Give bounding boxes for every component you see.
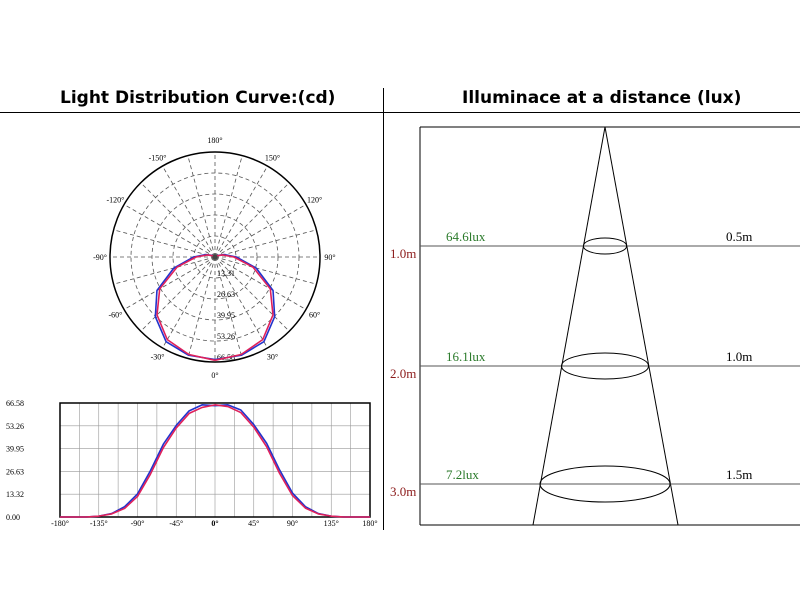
polar-grid-spoke: [123, 256, 216, 310]
linear-x-tick-label: -180°: [51, 519, 69, 528]
polar-angle-label: 60°: [309, 311, 320, 320]
illuminance-lux-label: 7.2lux: [446, 467, 479, 482]
illuminance-diameter-label: 0.5m: [726, 229, 752, 244]
polar-grid-spoke: [214, 182, 290, 258]
polar-series: [154, 253, 276, 362]
polar-grid-spoke: [214, 256, 290, 332]
illuminance-spot-ellipse: [582, 237, 628, 255]
linear-grid: [59, 402, 371, 518]
polar-grid-spoke: [187, 256, 216, 359]
polar-grid-spoke: [214, 155, 243, 258]
linear-x-tick-label: 45°: [248, 519, 259, 528]
polar-radial-label: 13.31: [217, 269, 235, 278]
linear-x-tick-label: 90°: [287, 519, 298, 528]
linear-y-tick-label: 39.95: [6, 445, 24, 454]
polar-angle-label: -60°: [108, 311, 122, 320]
polar-grid-spoke: [214, 256, 268, 349]
illuminance-distance-label: 3.0m: [390, 484, 416, 499]
linear-y-tick-label: 53.26: [6, 422, 24, 431]
polar-grid-spoke: [214, 256, 307, 310]
linear-series: [60, 404, 370, 518]
linear-series-line: [60, 404, 370, 518]
polar-grid-spoke: [214, 256, 243, 359]
polar-angle-label: 120°: [307, 196, 322, 205]
polar-grid-spoke: [113, 229, 216, 258]
polar-grid-spoke: [214, 229, 317, 258]
polar-grid-spoke: [187, 155, 216, 258]
polar-angle-label: 30°: [267, 353, 278, 362]
illuminance-title: Illuminace at a distance (lux): [462, 88, 742, 108]
polar-angle-label: 150°: [265, 153, 280, 162]
polar-angle-label: -90°: [93, 253, 107, 262]
polar-radial-label: 53.26: [217, 332, 235, 341]
panel-divider: [383, 88, 384, 530]
polar-outer-ring: [109, 151, 321, 363]
linear-x-tick-label: 0°: [211, 519, 218, 528]
illuminance-rows: 64.6lux 0.5m 1.0m 16.1lux 1.0m 2.0m 7.2lux 1.5m…: [390, 229, 800, 503]
illuminance-diameter-label: 1.5m: [726, 467, 752, 482]
polar-angle-label: 0°: [211, 371, 218, 380]
linear-y-tick-label: 0.00: [6, 513, 20, 522]
polar-grid-spoke: [140, 256, 216, 332]
polar-grid-spoke: [123, 204, 216, 258]
polar-grid-spoke: [214, 256, 317, 285]
illuminance-diagram: 64.6lux 0.5m 1.0m 16.1lux 1.0m 2.0m 7.2lux 1.5m…: [390, 126, 800, 526]
linear-x-tick-label: 180°: [362, 519, 377, 528]
polar-grid-spoke: [162, 165, 216, 258]
linear-chart: 0.00 13.32 26.63 39.95 53.26 66.58 -180° -135°…: [6, 399, 378, 528]
linear-x-tick-label: -45°: [169, 519, 183, 528]
polar-grid-spoke: [214, 165, 268, 258]
illuminance-distance-label: 2.0m: [390, 366, 416, 381]
polar-center-dot: [212, 254, 218, 260]
illuminance-lux-label: 64.6lux: [446, 229, 486, 244]
polar-grid-spoke: [214, 204, 307, 258]
cone-right-edge: [604, 126, 679, 526]
linear-y-tick-labels: 0.00 13.32 26.63 39.95 53.26 66.58: [6, 399, 24, 522]
linear-x-tick-label: -135°: [90, 519, 108, 528]
polar-angle-label: 180°: [207, 136, 222, 145]
polar-angle-labels: 180° 150° 120° 90° 60° 30° 0° -30° -60° -90° -120°…: [93, 136, 336, 380]
illuminance-lux-label: 16.1lux: [446, 349, 486, 364]
illuminance-diameter-label: 1.0m: [726, 349, 752, 364]
light-distribution-title: Light Distribution Curve:(cd): [60, 88, 336, 108]
polar-angle-label: -30°: [151, 353, 165, 362]
cone-left-edge: [532, 126, 606, 526]
linear-x-tick-labels: -180° -135° -90° -45° 0° 45° 90° 135° 180°: [51, 519, 378, 528]
polar-angle-label: -120°: [106, 196, 124, 205]
header-divider: [0, 112, 800, 113]
linear-plot-frame: [59, 402, 371, 518]
illuminance-distance-label: 1.0m: [390, 246, 416, 261]
linear-y-tick-label: 66.58: [6, 399, 24, 408]
illuminance-spot-ellipse: [539, 465, 671, 503]
illuminance-spot-ellipse: [560, 352, 650, 380]
polar-angle-label: -150°: [149, 153, 167, 162]
linear-x-tick-label: 135°: [324, 519, 339, 528]
linear-x-tick-label: -90°: [131, 519, 145, 528]
polar-angle-label: 90°: [324, 253, 335, 262]
polar-radial-label: 26.63: [217, 290, 235, 299]
polar-radial-label: 39.95: [217, 311, 235, 320]
polar-chart: 180° 150° 120° 90° 60° 30° 0° -30° -60° -90° -120°…: [93, 136, 336, 380]
polar-grid-spoke: [140, 182, 216, 258]
polar-grid-spoke: [162, 256, 216, 349]
linear-y-tick-label: 26.63: [6, 467, 24, 476]
polar-grid: [109, 151, 321, 363]
polar-grid-spoke: [113, 256, 216, 285]
linear-y-tick-label: 13.32: [6, 490, 24, 499]
